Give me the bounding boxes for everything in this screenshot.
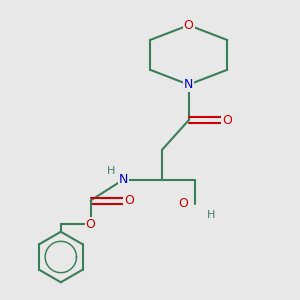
Text: O: O: [124, 194, 134, 207]
Text: O: O: [178, 197, 188, 210]
Text: N: N: [184, 78, 193, 91]
Text: N: N: [118, 173, 128, 186]
Text: O: O: [85, 218, 95, 231]
Text: O: O: [222, 114, 232, 127]
Text: O: O: [184, 19, 194, 32]
Text: H: H: [207, 210, 215, 220]
Text: H: H: [107, 166, 116, 176]
